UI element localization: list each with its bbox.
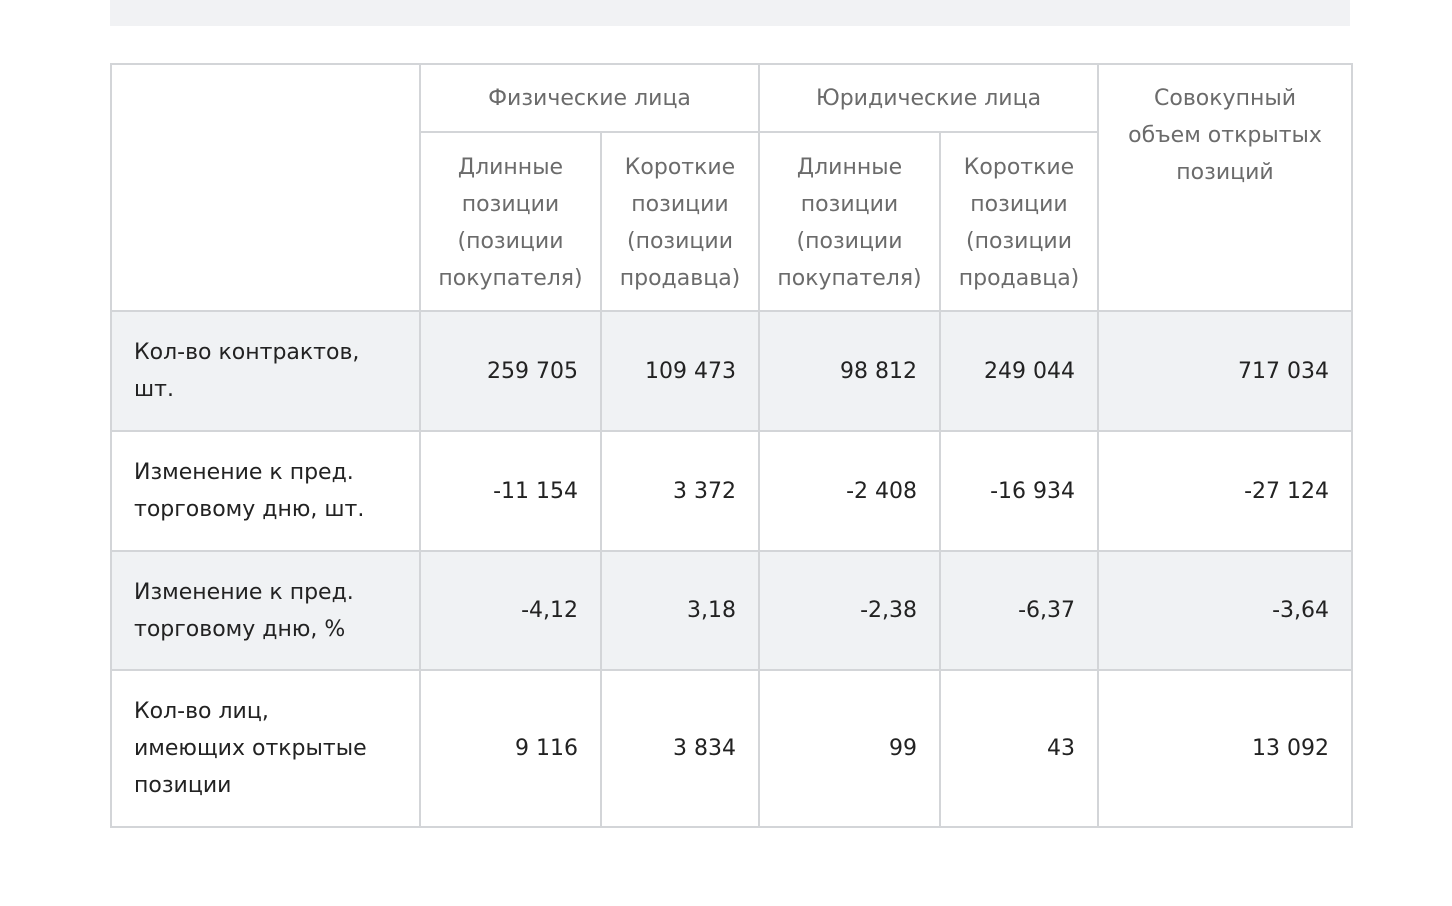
- value-cell: 717 034: [1097, 310, 1354, 432]
- corner-cell: [110, 63, 421, 312]
- table-row: Кол-во лиц, имеющих открытые позиции 9 11…: [110, 669, 1354, 828]
- header-group: Совокупный объем открытых позиций: [1097, 63, 1354, 312]
- subheader: Короткие позиции (позиции продавца): [599, 131, 761, 312]
- subheader: Короткие позиции (позиции продавца): [939, 131, 1100, 312]
- value-cell: -4,12: [419, 550, 602, 671]
- value-cell: -3,64: [1097, 550, 1354, 671]
- table-row: Изменение к пред. торговому дню, % -4,12 3…: [110, 550, 1354, 671]
- value-cell: -16 934: [939, 430, 1100, 552]
- row-label: Изменение к пред. торговому дню, шт.: [110, 430, 421, 552]
- table-row: Изменение к пред. торговому дню, шт. -11 …: [110, 430, 1354, 552]
- value-cell: -2 408: [758, 430, 942, 552]
- value-cell: 98 812: [758, 310, 942, 432]
- header-group: Физические лица: [418, 63, 761, 133]
- row-label: Изменение к пред. торговому дню, %: [110, 550, 421, 671]
- value-cell: -2,38: [758, 550, 942, 671]
- positions-table: Физические лица Юридические лица Совокуп…: [110, 63, 1354, 828]
- value-cell: 259 705: [419, 310, 602, 432]
- value-cell: -11 154: [419, 430, 602, 552]
- value-cell: 109 473: [599, 310, 761, 432]
- value-cell: 13 092: [1097, 669, 1354, 828]
- value-cell: 3,18: [599, 550, 761, 671]
- table-row: Кол-во контрактов, шт. 259 705 109 473 98 8…: [110, 310, 1354, 432]
- value-cell: 43: [939, 669, 1100, 828]
- value-cell: 249 044: [939, 310, 1100, 432]
- header-group: Юридические лица: [758, 63, 1100, 133]
- table-body: Кол-во контрактов, шт. 259 705 109 473 98 8…: [110, 310, 1354, 828]
- subheader: Длинные позиции (позиции покупателя): [419, 131, 602, 312]
- row-label: Кол-во контрактов, шт.: [110, 310, 421, 432]
- subheader: Длинные позиции (позиции покупателя): [758, 131, 942, 312]
- value-cell: 9 116: [419, 669, 602, 828]
- value-cell: 99: [758, 669, 942, 828]
- value-cell: 3 372: [599, 430, 761, 552]
- value-cell: -27 124: [1097, 430, 1354, 552]
- row-label: Кол-во лиц, имеющих открытые позиции: [110, 669, 421, 828]
- value-cell: -6,37: [939, 550, 1100, 671]
- top-bar: [110, 0, 1350, 26]
- value-cell: 3 834: [599, 669, 761, 828]
